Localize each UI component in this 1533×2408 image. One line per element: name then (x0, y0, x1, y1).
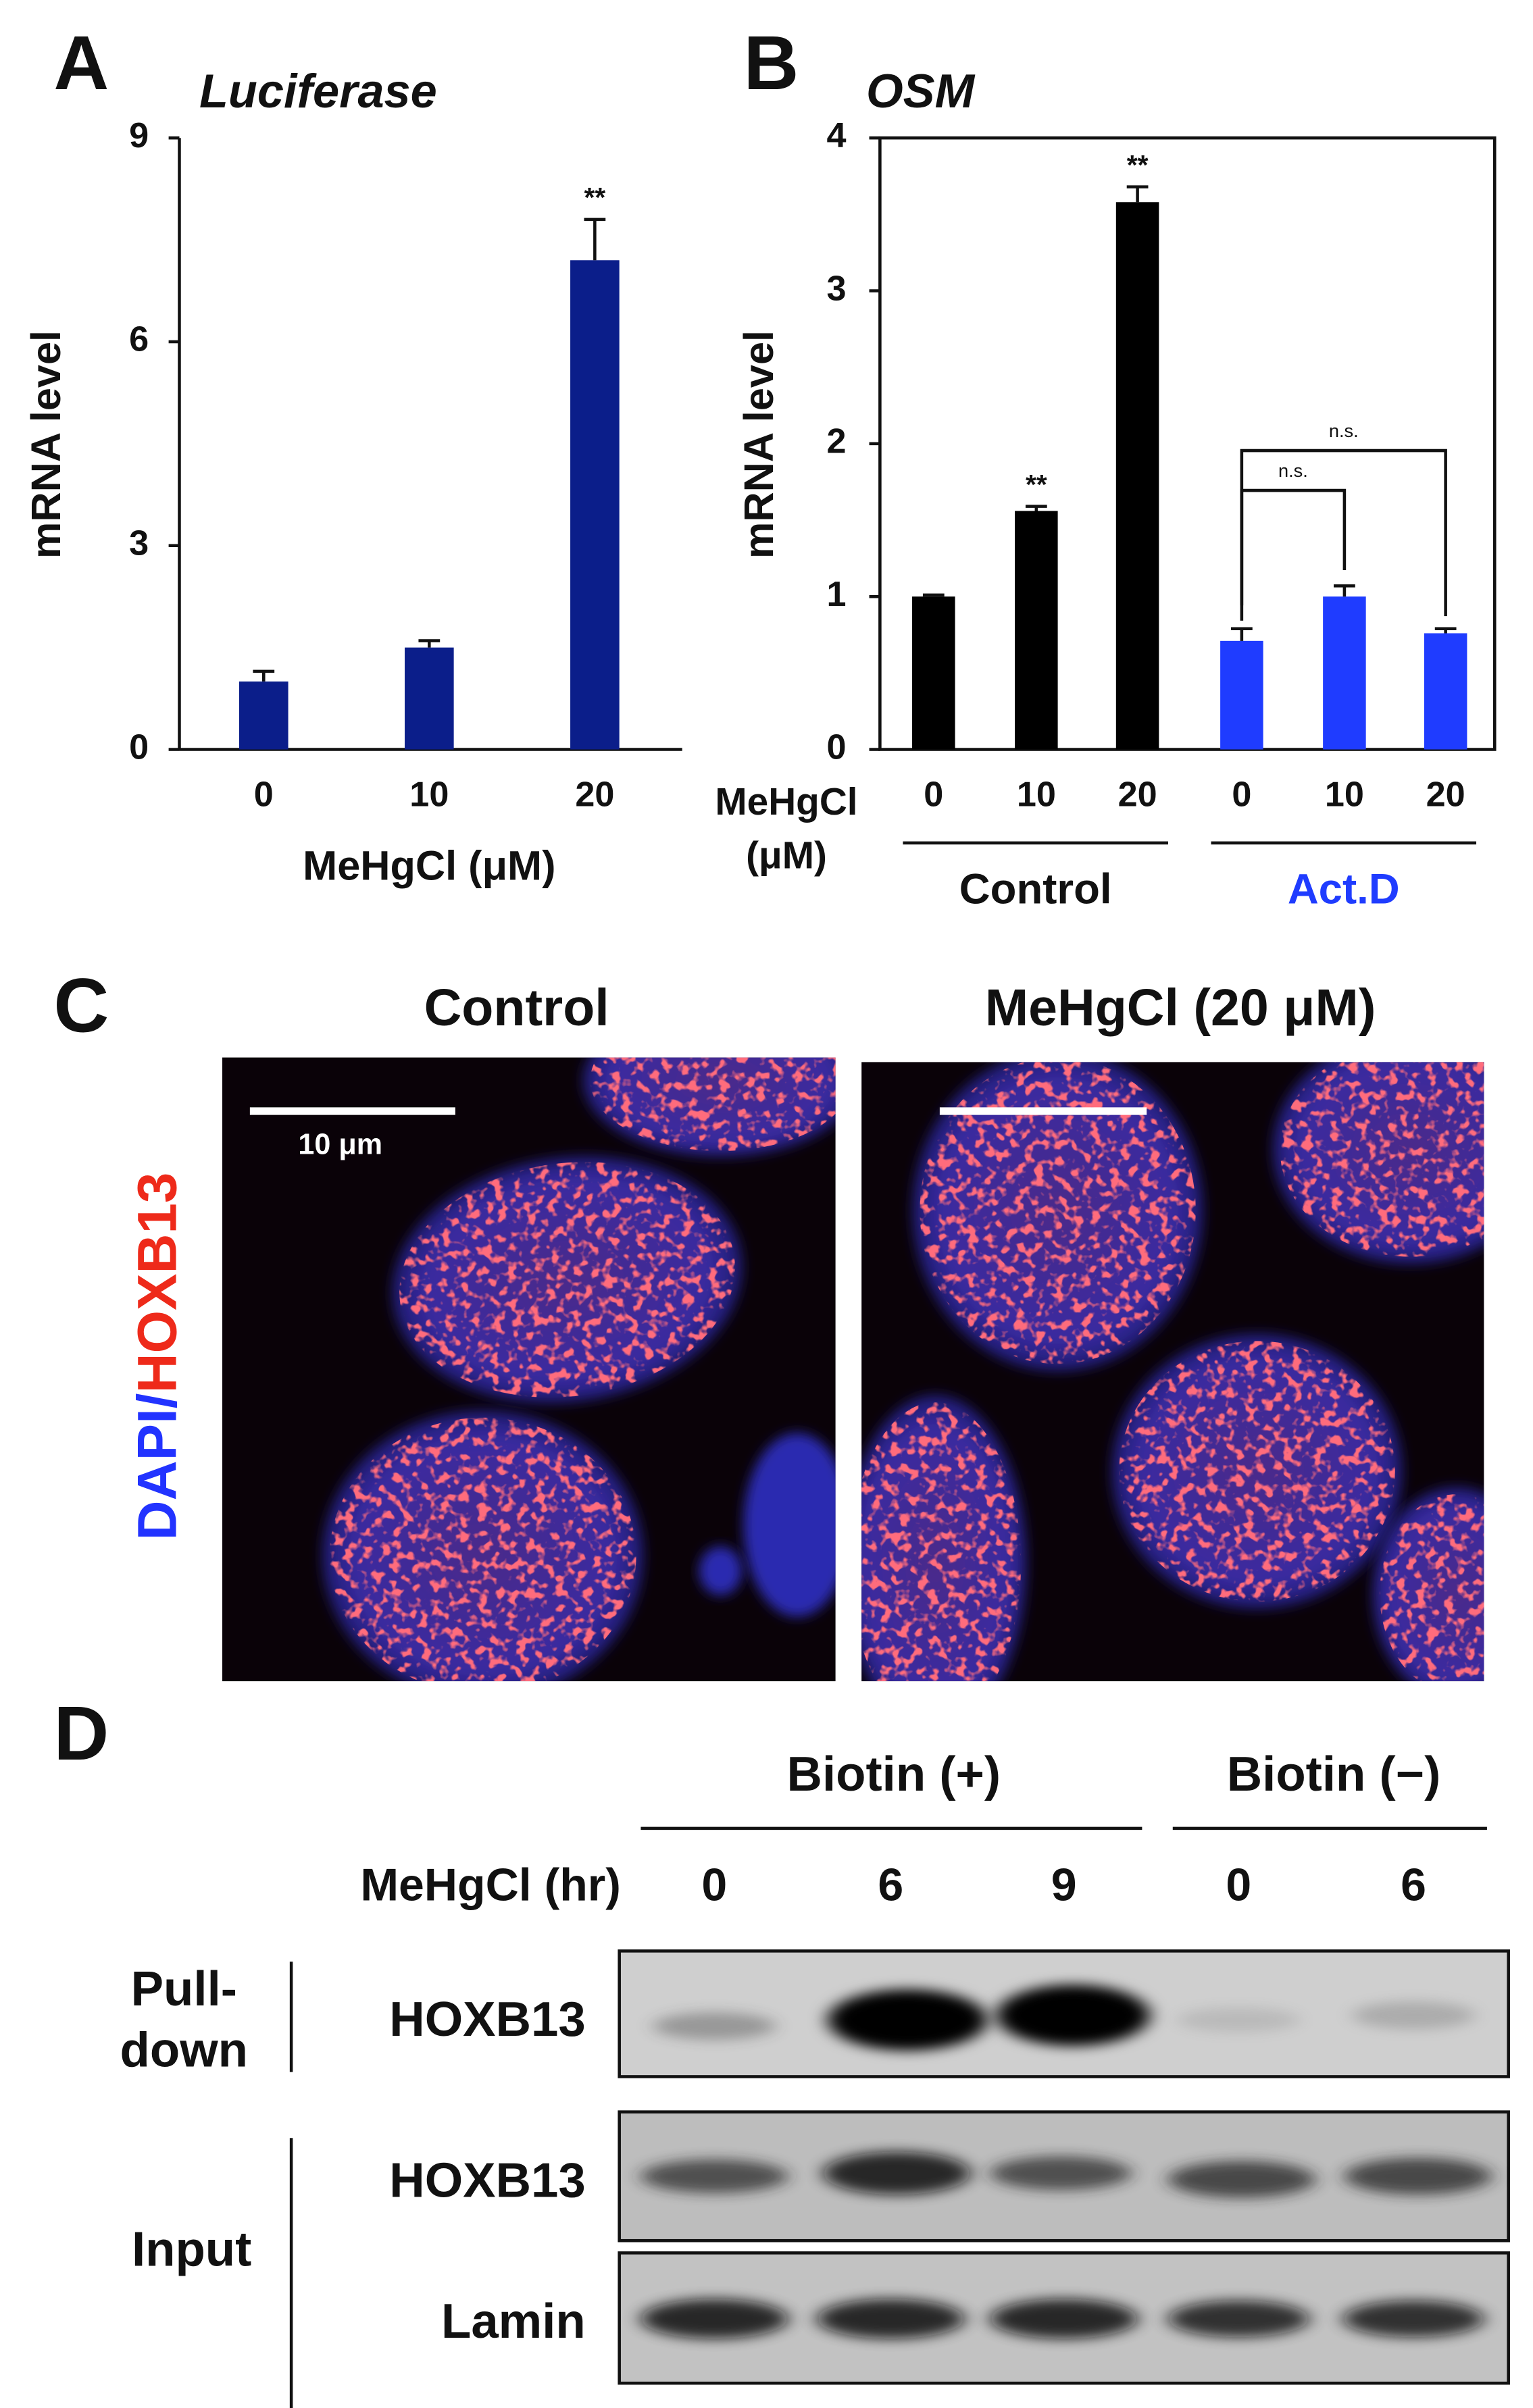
lane-label: 6 (1401, 1859, 1426, 1910)
x-tick-label: 20 (1426, 775, 1465, 815)
y-axis-label: mRNA level (736, 330, 782, 559)
y-tick-label: 0 (129, 727, 149, 767)
blot-label: HOXB13 (389, 1992, 585, 2047)
y-tick-label: 6 (129, 320, 149, 359)
y-tick-label: 1 (826, 575, 846, 614)
x-tick-label: 20 (575, 775, 614, 815)
error-bar (1230, 627, 1253, 641)
image-title: Control (424, 979, 609, 1037)
comparison-label: n.s. (1278, 460, 1308, 481)
panel-label: A (53, 20, 109, 106)
group-label: Control (959, 865, 1112, 913)
lane-label: 6 (878, 1859, 903, 1910)
error-bar (1025, 505, 1047, 511)
x-tick-label: 0 (1232, 775, 1251, 815)
bar (1115, 202, 1159, 750)
lane-label: 9 (1051, 1859, 1077, 1910)
bar (238, 681, 288, 750)
y-tick-label: 3 (129, 524, 149, 563)
significance: ** (584, 182, 605, 213)
group-label: Act.D (1288, 865, 1400, 913)
x-axis-label: (μM) (746, 835, 827, 877)
bar (1323, 596, 1366, 750)
stain-dapi: DAPI (126, 1408, 188, 1540)
panel-d: Biotin (+) Biotin (−) MeHgCl (hr) 0 6 9 … (120, 1747, 1510, 2408)
plot-frame (878, 136, 1497, 751)
panel-label: B (743, 20, 799, 106)
blot-label: HOXB13 (389, 2153, 585, 2207)
x-tick-label: 10 (1325, 775, 1364, 815)
image-title: MeHgCl (20 μM) (985, 979, 1376, 1037)
panel-label: D (53, 1691, 109, 1776)
x-tick-label: 10 (1017, 775, 1056, 815)
significance: ** (1026, 469, 1047, 500)
bar (570, 260, 620, 750)
y-axis-label: mRNA level (23, 330, 69, 559)
panel-c: Control MeHgCl (20 μM) DAPI/HOXB13 10 μm (126, 979, 1484, 1682)
section-label: Pull- (131, 1962, 237, 2016)
row-header: MeHgCl (hr) (360, 1859, 621, 1910)
error-bar (1434, 627, 1457, 634)
x-tick-label: 10 (409, 775, 449, 815)
stain-label: DAPI/HOXB13 (126, 1173, 188, 1541)
significance: ** (1127, 149, 1149, 180)
blot (618, 1949, 1510, 2078)
error-bar (922, 593, 945, 597)
bar (1220, 640, 1263, 750)
blot (618, 2110, 1510, 2243)
error-bar (418, 639, 441, 648)
blot-label: Lamin (441, 2294, 586, 2349)
comparison-bracket (1240, 449, 1447, 621)
y-tick-label: 4 (826, 116, 846, 155)
bar (912, 596, 955, 750)
x-tick-label: 0 (924, 775, 943, 815)
nuclei (861, 1062, 1484, 1682)
x-tick-label: 20 (1118, 775, 1157, 815)
error-bar (1126, 185, 1149, 203)
y-tick-label: 3 (826, 269, 846, 308)
stain-separator: / (126, 1393, 188, 1409)
error-bar (1334, 584, 1355, 597)
panel-label: C (53, 963, 109, 1048)
lane-label: 0 (1226, 1859, 1251, 1910)
comparison-bracket (1240, 488, 1347, 606)
error-bar (584, 217, 606, 261)
stain-hoxb13: HOXB13 (126, 1173, 188, 1393)
bar (405, 647, 454, 750)
chart-title: OSM (866, 64, 976, 118)
blot (618, 2251, 1510, 2385)
section-label: Input (132, 2222, 251, 2277)
y-tick-label: 9 (129, 116, 149, 155)
nuclei (322, 1057, 836, 1682)
bar (1015, 511, 1058, 750)
chart-title: Luciferase (199, 64, 437, 118)
y-tick-label: 0 (826, 727, 846, 767)
group-label: Biotin (−) (1227, 1747, 1441, 1801)
comparison-label: n.s. (1329, 420, 1359, 441)
x-tick-label: 0 (254, 775, 274, 815)
section-label: down (120, 2023, 248, 2078)
x-axis-label: MeHgCl (μM) (303, 843, 555, 889)
bar (1424, 633, 1467, 750)
y-tick-label: 2 (826, 422, 846, 461)
x-axis-label: MeHgCl (715, 781, 857, 823)
scale-bar-label: 10 μm (298, 1129, 382, 1161)
lane-label: 0 (701, 1859, 727, 1910)
group-label: Biotin (+) (787, 1747, 1001, 1801)
error-bar (253, 669, 275, 682)
